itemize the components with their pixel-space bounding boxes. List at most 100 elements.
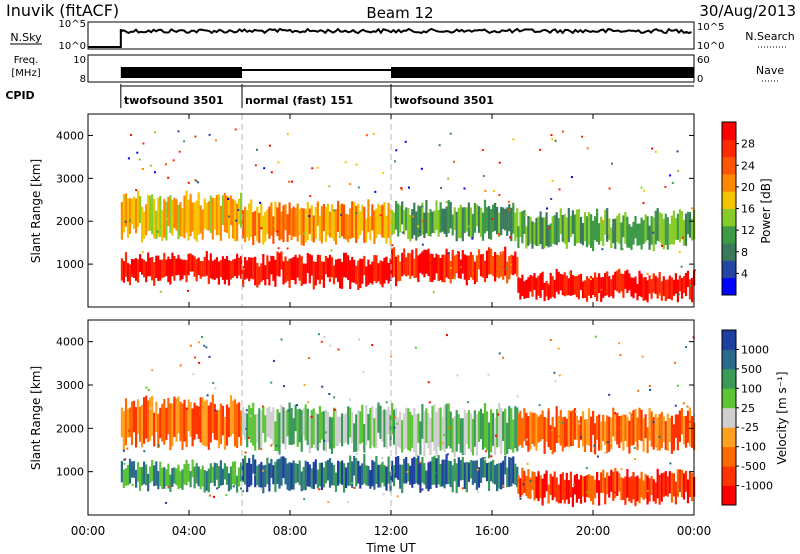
data-speck [273, 359, 275, 362]
data-cell [367, 259, 370, 285]
data-speck [679, 418, 682, 421]
colorbar-swatch [722, 208, 736, 227]
y-tick-label: 1000 [56, 466, 84, 479]
data-cell [463, 254, 466, 280]
data-cell [189, 402, 192, 437]
data-cell [379, 405, 382, 439]
data-cell [159, 461, 162, 487]
data-cell [417, 455, 420, 485]
data-cell [443, 254, 446, 283]
data-cell [614, 218, 617, 249]
data-cell [492, 256, 495, 277]
data-cell [656, 208, 659, 241]
data-cell [353, 259, 356, 283]
data-speck [642, 202, 645, 205]
data-cell [411, 415, 414, 448]
data-speck [654, 150, 657, 153]
data-cell [326, 411, 330, 443]
data-cell [571, 210, 574, 234]
data-cell [120, 258, 123, 281]
data-cell [256, 465, 259, 486]
data-cell [594, 479, 597, 499]
data-cell [345, 413, 348, 443]
data-speck [324, 431, 327, 434]
data-cell [545, 280, 548, 297]
data-cell [149, 397, 152, 441]
data-cell [132, 259, 136, 278]
data-speck [438, 144, 441, 147]
data-cell [674, 481, 677, 505]
data-cell [555, 406, 558, 443]
data-cell [691, 473, 694, 502]
data-cell [310, 410, 313, 449]
data-cell [610, 417, 613, 450]
data-cell [598, 414, 601, 451]
data-speck [337, 348, 340, 351]
data-cell [169, 403, 172, 451]
data-cell [531, 221, 534, 249]
data-cell [171, 403, 174, 447]
data-cell [604, 477, 607, 505]
data-cell [143, 461, 146, 485]
data-cell [151, 194, 154, 235]
data-cell [225, 195, 229, 233]
data-cell [500, 207, 503, 236]
data-cell [343, 463, 346, 493]
data-speck [355, 163, 358, 166]
data-cell [211, 260, 214, 280]
data-cell [260, 461, 263, 488]
colorbar-swatch [722, 156, 736, 175]
data-cell [274, 461, 277, 493]
data-cell [492, 459, 495, 484]
data-cell [137, 190, 140, 227]
data-cell [199, 261, 202, 279]
data-cell [169, 474, 172, 492]
data-cell [547, 410, 550, 448]
data-cell [676, 279, 679, 303]
data-cell [465, 413, 468, 445]
data-speck [440, 186, 442, 189]
data-cell [600, 216, 603, 241]
data-cell [175, 258, 178, 276]
data-cell [397, 456, 400, 480]
data-cell [409, 215, 412, 242]
data-cell [672, 210, 675, 245]
data-speck [595, 238, 598, 241]
data-cell [393, 212, 396, 234]
data-cell [435, 253, 438, 274]
data-cell [337, 416, 340, 446]
data-cell [602, 469, 605, 493]
data-cell [682, 416, 686, 445]
data-cell [429, 209, 432, 237]
data-cell [359, 465, 362, 489]
freq-tick-top: 10 [73, 55, 86, 66]
data-cell [199, 469, 202, 490]
data-cell [537, 416, 540, 443]
data-cell [606, 415, 609, 454]
data-cell [512, 255, 515, 276]
data-cell [213, 403, 216, 440]
data-cell [419, 253, 422, 273]
data-cell [531, 412, 534, 444]
data-cell [171, 199, 174, 236]
data-cell [512, 456, 515, 484]
data-speck [671, 181, 674, 184]
data-speck [259, 201, 261, 204]
data-cell [300, 410, 303, 452]
data-cell [229, 466, 233, 490]
data-speck [232, 485, 235, 488]
data-cell [496, 206, 499, 235]
data-cell [207, 405, 210, 450]
data-cell [471, 460, 474, 485]
data-speck [467, 225, 470, 228]
data-cell [646, 475, 649, 505]
data-cell [163, 399, 166, 445]
data-cell [189, 193, 192, 237]
data-cell [512, 419, 515, 453]
data-cell [191, 255, 194, 272]
data-cell [151, 257, 154, 281]
data-cell [280, 404, 283, 443]
data-cell [658, 212, 661, 242]
data-speck [633, 447, 636, 449]
